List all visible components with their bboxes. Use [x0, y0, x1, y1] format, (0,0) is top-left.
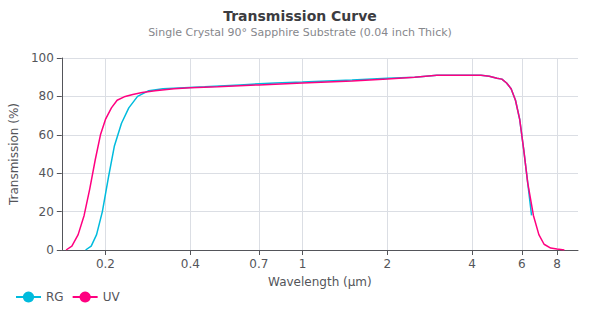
svg-text:40: 40 [39, 166, 54, 180]
svg-text:6: 6 [518, 257, 526, 271]
svg-text:UV: UV [103, 290, 121, 304]
svg-text:2: 2 [383, 257, 391, 271]
svg-text:RG: RG [46, 290, 64, 304]
svg-text:0.7: 0.7 [249, 257, 268, 271]
svg-text:0.4: 0.4 [181, 257, 200, 271]
svg-text:20: 20 [39, 205, 54, 219]
svg-text:0.2: 0.2 [96, 257, 115, 271]
svg-text:100: 100 [31, 51, 54, 65]
svg-text:0: 0 [46, 243, 54, 257]
svg-text:60: 60 [39, 128, 54, 142]
svg-text:8: 8 [553, 257, 561, 271]
svg-text:Single Crystal 90° Sapphire Su: Single Crystal 90° Sapphire Substrate (0… [148, 26, 452, 39]
svg-text:Transmission Curve: Transmission Curve [223, 8, 377, 24]
svg-text:80: 80 [39, 89, 54, 103]
svg-text:Wavelength (μm): Wavelength (μm) [268, 275, 372, 289]
svg-text:4: 4 [468, 257, 476, 271]
svg-text:Transmission (%): Transmission (%) [7, 103, 21, 206]
svg-text:1: 1 [299, 257, 307, 271]
